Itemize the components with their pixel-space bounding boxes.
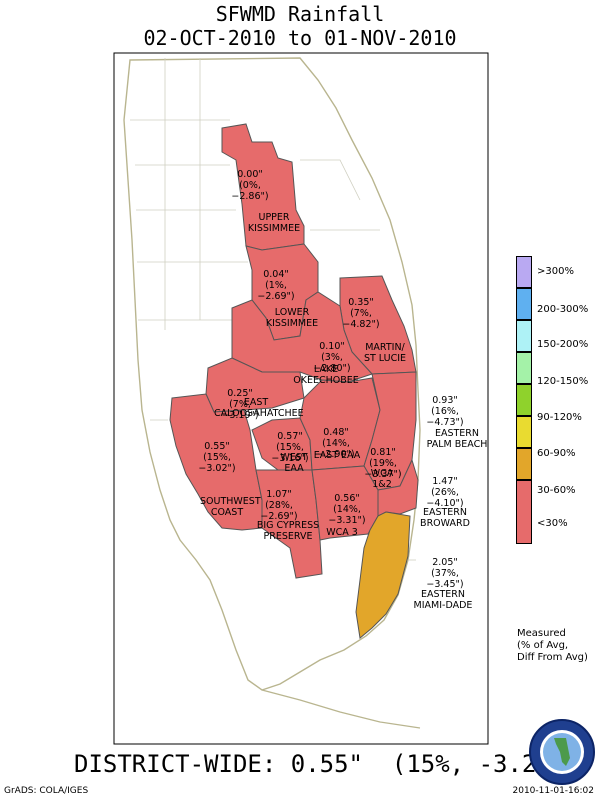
label-lower-kissimmee-values: 0.04" (1%, −2.69") [257,269,295,302]
label-miami-dade: EASTERN MIAMI-DADE [413,589,473,611]
label-miami-dade-values: 2.05" (37%, −3.45") [426,557,464,590]
label-broward: EASTERN BROWARD [420,507,470,529]
region-eastern-miami-dade [355,511,411,639]
legend-swatch [516,288,532,320]
legend-label: 60-90% [537,448,576,459]
legend-label: 200-300% [537,304,589,315]
label-west-eaa-values: 0.57" (15%, −3.16") [271,431,309,464]
legend-swatch [516,480,532,544]
map-frame [113,52,489,745]
label-east-eaa-values: 0.48" (14%, −2.90") [317,427,355,460]
label-lake-okeechobee: LAKE OKEECHOBEE [293,364,359,386]
legend-swatch [516,320,532,352]
label-wca-3-values: 0.56" (14%, −3.31") [328,493,366,526]
legend-swatch [516,384,532,416]
region-southwest-coast [169,393,263,531]
label-big-cypress-values: 1.07" (28%, −2.69") [260,489,298,522]
label-martin: MARTIN/ ST LUCIE [363,342,407,364]
label-palm-beach: EASTERN PALM BEACH [426,428,488,450]
legend-note: Measured (% of Avg, Diff From Avg) [517,628,588,663]
label-big-cypress: BIG CYPRESS PRESERVE [256,520,320,542]
label-martin-values: 0.35" (7%, −4.82") [342,297,380,330]
legend-label: 120-150% [537,376,589,387]
legend-label: 90-120% [537,412,582,423]
florida-keys [261,689,421,729]
legend-label: 150-200% [537,339,589,350]
label-lower-kissimmee: LOWER KISSIMMEE [265,307,319,329]
label-west-eaa: WEST EAA [280,452,308,474]
sfwmd-seal-logo [529,719,595,785]
label-wca-3: WCA 3 [326,527,358,538]
label-upper-kissimmee-values: 0.00" (0%, −2.86") [231,169,269,202]
label-east-caloosahatchee: EAST CALOOSAHATCHEE [214,397,304,419]
region-wca-3 [311,465,379,541]
map-title: SFWMD Rainfall [215,2,385,26]
footer-credit: GrADS: COLA/IGES [4,786,89,796]
label-palm-beach-values: 0.93" (16%, −4.73") [426,395,464,428]
legend-label: 30-60% [537,485,576,496]
label-upper-kissimmee: UPPER KISSIMMEE [247,212,301,234]
district-regions [169,123,419,639]
legend-label: >300% [537,266,574,277]
legend-swatch [516,352,532,384]
label-broward-values: 1.47" (26%, −4.10") [426,476,464,509]
legend-swatch [516,416,532,448]
footer-timestamp: 2010-11-01-16:02 [512,786,595,796]
legend-label: <30% [537,518,568,529]
label-wca-1-2-values: 0.81" (19%, −3.37") [364,447,402,480]
label-east-caloosahatchee-values: 0.25" (7%, −3.19") [221,388,259,421]
legend-swatch [516,448,532,480]
label-southwest-coast-values: 0.55" (15%, −3.02") [198,441,236,474]
region-big-cypress [255,469,323,579]
label-east-eaa: EAST EAA [313,450,361,461]
legend-swatch [516,256,532,288]
label-southwest-coast: SOUTHWEST COAST [200,496,261,518]
district-wide-total: DISTRICT-WIDE: 0.55" (15%, -3.21") [74,750,580,778]
region-upper-kissimmee [221,123,305,251]
date-range: 02-OCT-2010 to 01-NOV-2010 [143,26,457,50]
label-lake-okeechobee-values: 0.10" (3%, −2.80") [313,341,351,374]
label-wca-1-2: WCA 1&2 [370,468,394,490]
